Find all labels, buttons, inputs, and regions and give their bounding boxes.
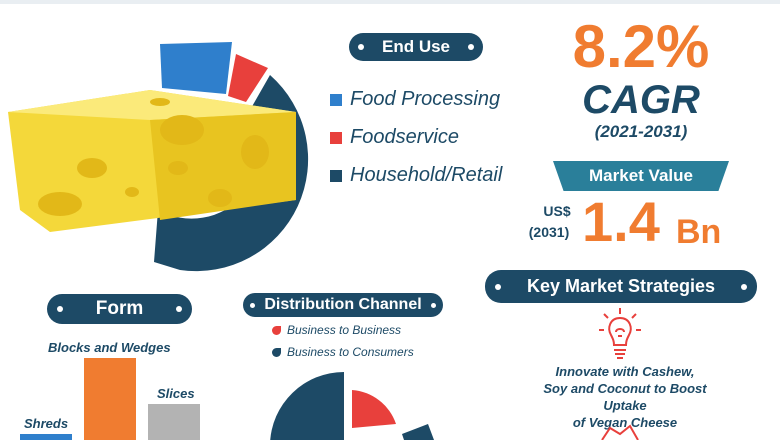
strategies-heading-text: Key Market Strategies	[526, 276, 716, 296]
donut-segment-food-processing	[160, 42, 232, 94]
distribution-pie	[270, 372, 434, 440]
donut-segment-foodservice	[228, 54, 268, 102]
legend-label-food-processing: Food Processing	[350, 88, 501, 110]
top-decor	[0, 0, 780, 4]
end-use-heading-text: End Use	[381, 37, 451, 56]
market-value-currency: US$	[543, 203, 571, 219]
form-bar-label-blocks-wedges: Blocks and Wedges	[48, 340, 171, 355]
pie-slice-b2c	[270, 372, 344, 440]
legend-label-foodservice: Foodservice	[350, 126, 459, 148]
legend-swatch-b2c	[272, 347, 281, 357]
market-value-amount: 1.4	[582, 190, 660, 253]
market-value-unit: Bn	[676, 213, 722, 251]
form-bar-blocks-wedges	[84, 358, 136, 440]
legend-b2c: Business to Consumers	[272, 345, 414, 359]
cagr-label: CAGR	[582, 78, 700, 122]
cagr-value: 8.2%	[572, 13, 710, 80]
legend-foodservice: Foodservice	[330, 126, 459, 149]
legend-swatch-foodservice	[330, 131, 342, 144]
form-bar-shreds	[20, 434, 72, 440]
pie-slice-b2c-outer	[402, 424, 434, 440]
distribution-heading: Distribution Channel	[243, 293, 443, 317]
distribution-heading-text: Distribution Channel	[264, 296, 422, 313]
legend-food-processing: Food Processing	[330, 88, 500, 111]
form-bar-slices	[148, 404, 200, 440]
legend-swatch-b2b	[272, 325, 281, 335]
legend-label-household-retail: Household/Retail	[350, 164, 503, 186]
pie-slice-b2b	[352, 390, 396, 428]
partial-icon-bottom	[601, 424, 639, 440]
form-bar-label-shreds: Shreds	[24, 416, 69, 431]
market-value-heading: Market Value	[589, 166, 693, 185]
end-use-heading: End Use	[349, 33, 483, 61]
legend-b2b: Business to Business	[272, 323, 401, 337]
cagr-period: (2021-2031)	[594, 122, 688, 141]
market-value-banner: Market Value	[553, 161, 729, 191]
legend-household-retail: Household/Retail	[330, 164, 502, 187]
legend-swatch-household-retail	[330, 169, 342, 182]
strategies-heading: Key Market Strategies	[485, 270, 757, 303]
legend-label-b2c: Business to Consumers	[287, 345, 414, 359]
strategy-line-3: of Vegan Cheese	[572, 415, 678, 430]
market-value-year: (2031)	[528, 224, 570, 240]
strategy-line-2: Soy and Coconut to Boost Uptake	[543, 381, 707, 413]
form-heading: Form	[47, 294, 192, 324]
strategy-line-1: Innovate with Cashew,	[555, 364, 695, 379]
form-bar-label-slices: Slices	[157, 386, 195, 401]
lightbulb-icon	[599, 308, 641, 359]
cheese-illustration	[8, 90, 296, 232]
legend-swatch-food-processing	[330, 93, 342, 106]
strategy-text: Innovate with Cashew, Soy and Coconut to…	[520, 363, 730, 431]
legend-label-b2b: Business to Business	[287, 323, 402, 337]
form-heading-text: Form	[95, 298, 144, 319]
